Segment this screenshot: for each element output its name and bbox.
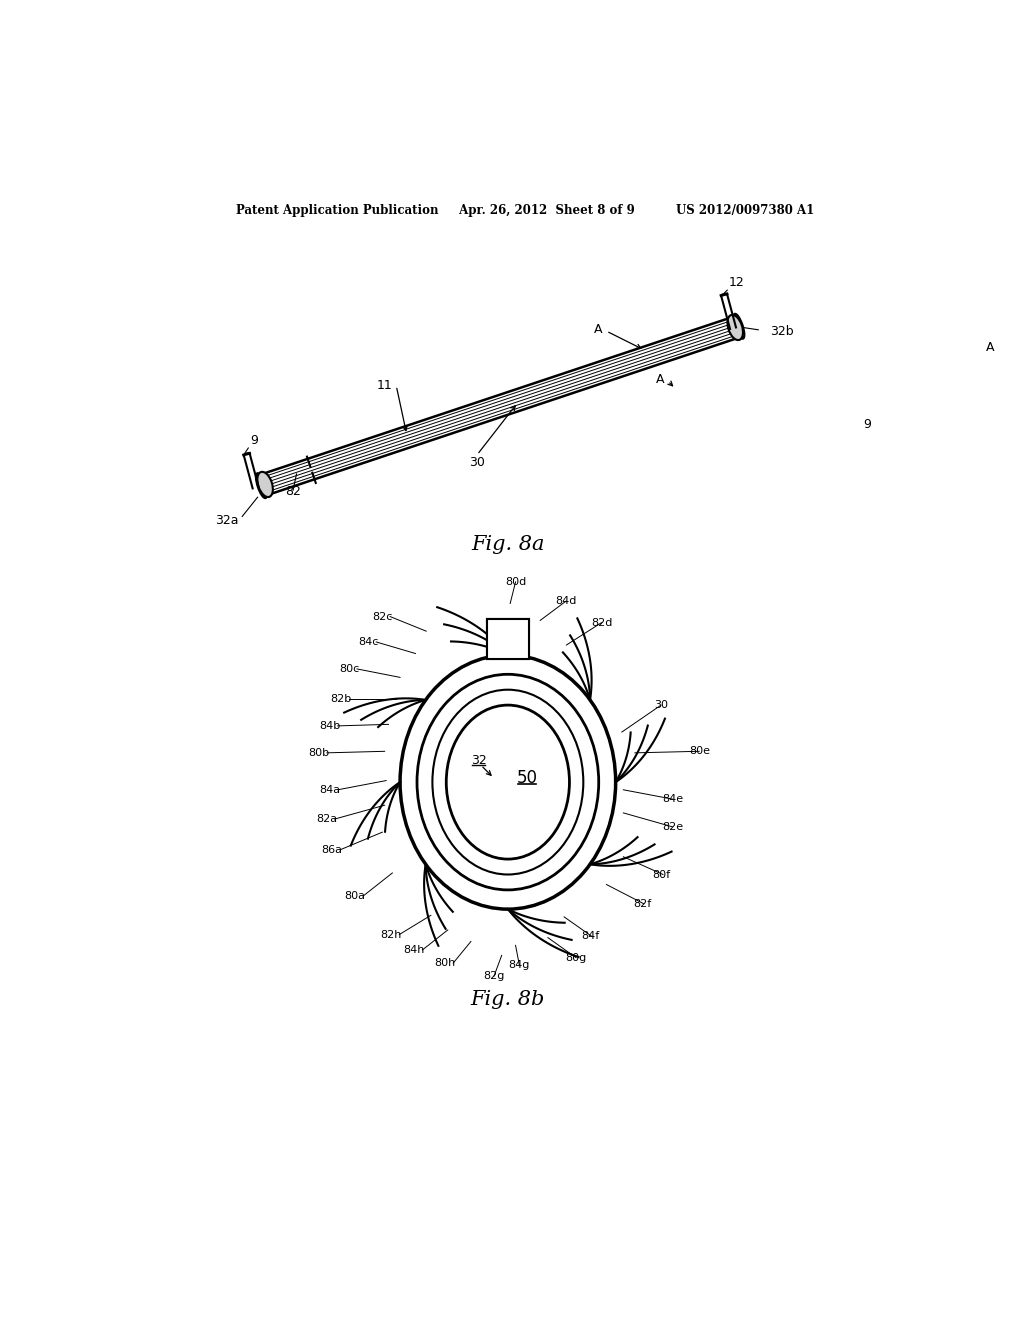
Text: Patent Application Publication     Apr. 26, 2012  Sheet 8 of 9          US 2012/: Patent Application Publication Apr. 26, …: [236, 205, 814, 218]
Text: 12: 12: [729, 276, 744, 289]
Bar: [486, 619, 529, 659]
Text: Fig. 8b: Fig. 8b: [471, 990, 545, 1008]
Text: 84a: 84a: [318, 785, 340, 795]
Text: 84b: 84b: [318, 721, 340, 731]
Text: 50: 50: [517, 770, 538, 787]
Text: 32b: 32b: [770, 325, 794, 338]
Text: 80h: 80h: [434, 958, 456, 968]
Text: 32a: 32a: [215, 513, 239, 527]
Text: 80f: 80f: [652, 870, 671, 879]
Text: 84c: 84c: [358, 638, 379, 647]
Ellipse shape: [257, 471, 272, 498]
Text: 84e: 84e: [662, 795, 683, 804]
Text: 9: 9: [863, 417, 871, 430]
Text: 82c: 82c: [372, 611, 392, 622]
Bar: [486, 619, 529, 659]
Text: 82a: 82a: [315, 814, 337, 824]
Text: 82: 82: [285, 486, 301, 498]
Text: Fig. 8a: Fig. 8a: [471, 536, 545, 554]
Text: 84g: 84g: [509, 961, 530, 970]
Text: 80g: 80g: [565, 953, 587, 962]
Text: 86a: 86a: [322, 845, 342, 855]
Text: 84f: 84f: [581, 931, 599, 941]
Text: 9: 9: [250, 434, 258, 447]
Ellipse shape: [727, 315, 743, 341]
Text: 82g: 82g: [483, 972, 505, 981]
Text: 82b: 82b: [331, 694, 351, 704]
Text: 80d: 80d: [505, 577, 526, 587]
Text: 80c: 80c: [339, 664, 359, 675]
Text: 82h: 82h: [380, 929, 401, 940]
Text: 84h: 84h: [403, 945, 425, 954]
Text: 82d: 82d: [591, 618, 612, 628]
Text: 30: 30: [654, 700, 669, 710]
Text: 84d: 84d: [556, 597, 577, 606]
Text: A: A: [986, 342, 994, 354]
Text: 82e: 82e: [662, 822, 683, 832]
Text: 30: 30: [469, 455, 485, 469]
Text: 80a: 80a: [344, 891, 366, 902]
Text: 82f: 82f: [634, 899, 651, 908]
Text: 11: 11: [377, 379, 392, 392]
Text: 80b: 80b: [308, 748, 330, 758]
Text: 32: 32: [471, 754, 486, 767]
Text: 80e: 80e: [689, 746, 710, 756]
Text: A: A: [655, 374, 664, 385]
Text: A: A: [594, 323, 602, 337]
